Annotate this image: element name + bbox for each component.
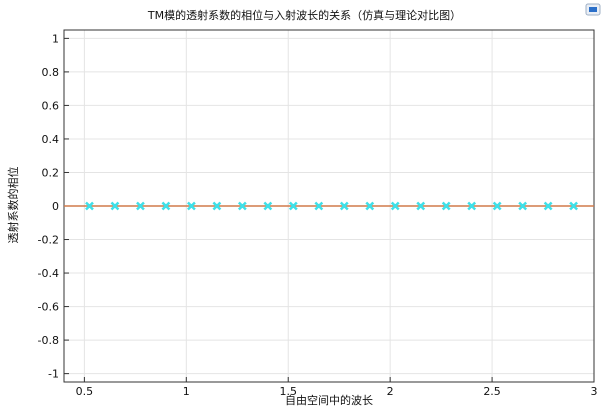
x-tick-label: 0.5 [76, 385, 94, 398]
simulation-point [543, 201, 553, 211]
simulation-point-core [316, 204, 321, 208]
y-tick-label: 0 [52, 200, 59, 213]
y-tick-label: 0.8 [42, 66, 60, 79]
simulation-point-core [520, 204, 525, 208]
x-tick-label: 3 [591, 385, 598, 398]
y-tick-label: -0.6 [38, 301, 59, 314]
simulation-point-core [367, 204, 372, 208]
simulation-point-core [138, 204, 143, 208]
simulation-point [288, 201, 298, 211]
simulation-point-core [342, 204, 347, 208]
simulation-point-core [163, 204, 168, 208]
y-tick-label: -0.2 [38, 234, 59, 247]
x-tick-label: 1.5 [279, 385, 297, 398]
simulation-point [467, 201, 477, 211]
simulation-point [441, 201, 451, 211]
simulation-point-core [87, 204, 92, 208]
simulation-point-core [291, 204, 296, 208]
simulation-point [161, 201, 171, 211]
simulation-point [85, 201, 94, 211]
simulation-point [187, 201, 196, 211]
simulation-point [365, 201, 375, 211]
simulation-point-core [393, 204, 398, 208]
simulation-point-core [214, 204, 219, 208]
simulation-point-core [189, 204, 194, 208]
x-axis-label: 自由空间中的波长 [285, 394, 373, 407]
x-tick-label: 1 [183, 385, 190, 398]
simulation-point [390, 201, 400, 211]
simulation-point-core [469, 204, 474, 208]
simulation-point-core [265, 204, 270, 208]
simulation-point [110, 201, 120, 211]
simulation-point [237, 201, 247, 211]
y-tick-label: -1 [48, 368, 59, 381]
chart-export-icon[interactable] [585, 3, 601, 17]
simulation-point [263, 201, 273, 211]
y-tick-label: 0.4 [42, 133, 60, 146]
simulation-point-core [495, 204, 500, 208]
simulation-point [136, 201, 145, 211]
y-tick-label: 0.2 [42, 166, 60, 179]
y-tick-label: -0.4 [38, 267, 59, 280]
simulation-point-core [444, 204, 449, 208]
simulation-point [212, 201, 222, 211]
y-tick-label: -0.8 [38, 334, 59, 347]
simulation-point [569, 201, 578, 211]
x-tick-label: 2.5 [483, 385, 501, 398]
simulation-point [339, 201, 349, 211]
y-tick-label: 0.6 [42, 99, 60, 112]
simulation-point [314, 201, 324, 211]
x-tick-label: 2 [387, 385, 394, 398]
simulation-point-core [571, 204, 576, 208]
y-tick-label: 1 [52, 32, 59, 45]
simulation-point [416, 201, 426, 211]
simulation-point [492, 201, 502, 211]
simulation-point-core [418, 204, 423, 208]
y-axis-label: 透射系数的相位 [7, 166, 20, 244]
simulation-point-core [546, 204, 551, 208]
simulation-point-core [112, 204, 117, 208]
chart-title: TM模的透射系数的相位与入射波长的关系（仿真与理论对比图） [147, 9, 462, 22]
simulation-point-core [240, 204, 245, 208]
simulation-point [518, 201, 528, 211]
